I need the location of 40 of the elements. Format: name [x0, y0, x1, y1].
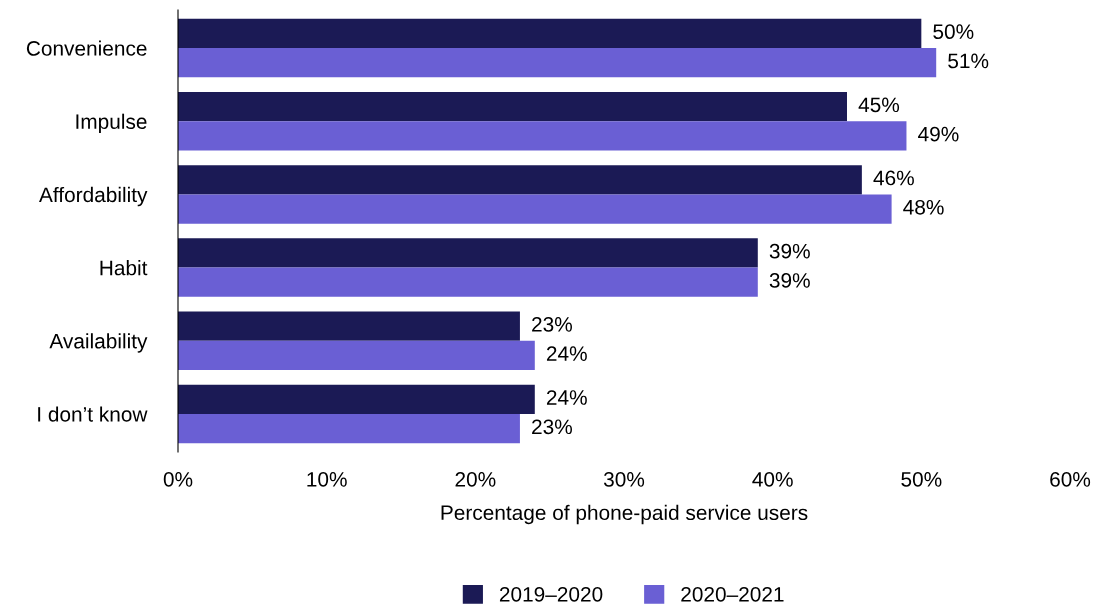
x-tick-label: 20%: [455, 471, 496, 487]
bar: [178, 165, 862, 195]
y-tick-label: Availability: [49, 333, 148, 353]
bar: [178, 340, 535, 371]
legend-label: 2020–2021: [681, 586, 784, 602]
bar: [178, 121, 907, 151]
x-tick-label: 30%: [603, 471, 645, 487]
x-axis-title: Percentage of phone-paid service users: [441, 504, 808, 525]
data-label: 24%: [546, 390, 587, 405]
y-tick-label: Affordability: [39, 186, 148, 207]
y-tick-label: Habit: [100, 260, 148, 276]
x-tick-label: 50%: [901, 471, 942, 487]
legend-label: 2019–2020: [499, 586, 603, 602]
data-label: 39%: [769, 273, 810, 288]
data-label: 24%: [546, 346, 587, 361]
data-label: 46%: [873, 170, 914, 186]
bar: [178, 18, 922, 49]
data-label: 45%: [858, 97, 900, 113]
data-label: 48%: [903, 199, 944, 215]
data-label: 23%: [532, 419, 572, 435]
data-label: 39%: [769, 243, 810, 259]
x-tick-label: 10%: [307, 471, 347, 487]
data-label: 51%: [948, 53, 989, 69]
x-tick-label: 40%: [752, 471, 793, 487]
bar: [178, 238, 758, 268]
data-label: 49%: [918, 126, 959, 142]
x-tick-label: 0%: [163, 471, 193, 487]
data-label: 50%: [933, 24, 974, 40]
data-label: 23%: [532, 316, 572, 332]
bar: [178, 413, 520, 444]
x-tick-label: 60%: [1050, 471, 1091, 487]
bar: [178, 311, 520, 341]
y-tick-label: Convenience: [26, 40, 147, 56]
bar: [178, 194, 892, 224]
bar: [178, 91, 847, 122]
bar: [178, 267, 758, 297]
y-tick-label: I don’t know: [38, 406, 148, 422]
y-tick-label: Impulse: [76, 113, 147, 134]
bar: [178, 48, 937, 78]
bar: [178, 384, 535, 414]
